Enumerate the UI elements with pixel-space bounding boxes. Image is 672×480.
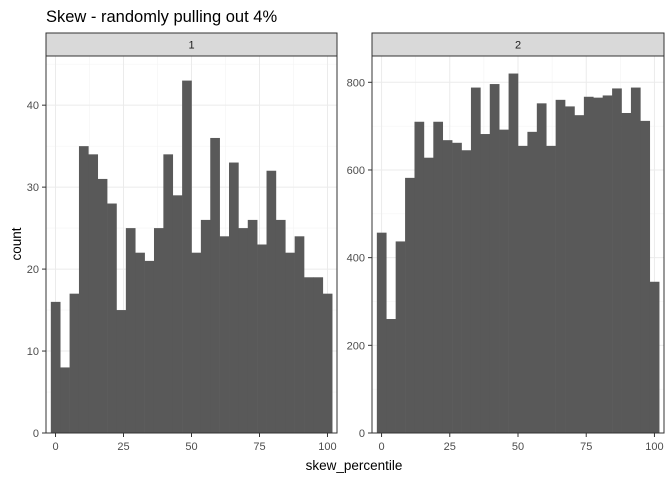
histogram-bar [266,170,277,433]
histogram-bar [433,121,444,434]
histogram-bar [376,232,387,433]
histogram-bar [210,137,220,433]
chart-title: Skew - randomly pulling out 4% [46,8,277,26]
histogram-bar [480,134,491,434]
x-tick-label: 25 [444,441,456,453]
histogram-bar [275,219,286,433]
x-tick-label: 75 [253,441,265,453]
histogram-bar [69,293,80,433]
y-tick-label: 600 [347,165,365,177]
histogram-bar [135,252,145,433]
histogram-bar [144,260,155,433]
histogram-bar [125,228,136,433]
histogram-bar [565,106,575,434]
histogram-bar [499,129,509,433]
histogram-bar [285,252,295,433]
y-axis-title: count [9,227,24,260]
histogram-bar [470,87,481,433]
histogram-bar [414,121,425,434]
x-tick-label: 75 [580,441,592,453]
histogram-bar [294,236,305,433]
histogram-bar [172,195,183,433]
histogram-bar [621,112,632,433]
histogram-bar [461,150,472,433]
y-tick-label: 10 [27,346,39,358]
histogram-bar [116,310,127,433]
histogram-bar [191,252,202,433]
histogram-bar [452,142,462,433]
histogram-bar [238,228,249,433]
histogram-bar [386,319,396,433]
y-tick-label: 20 [27,264,39,276]
histogram-bar [395,241,406,433]
histogram-bar [78,146,89,434]
histogram-bar [640,120,651,434]
histogram-bar [517,145,528,433]
histogram-bar [200,219,211,433]
x-tick-label: 100 [645,441,663,453]
histogram-bar [508,73,519,433]
facet-strip [45,32,338,57]
y-tick-label: 30 [27,182,39,194]
histogram-bar [583,96,594,433]
histogram-bar [630,87,641,433]
histogram-bar [219,236,230,433]
y-tick-label: 800 [347,77,365,89]
y-tick-label: 200 [347,340,365,352]
histogram-bar [313,277,324,433]
x-tick-label: 100 [318,441,336,453]
histogram-bar [182,80,192,433]
histogram-bar [107,203,117,433]
histogram-bar [612,88,622,433]
histogram-bar [322,293,333,433]
histogram-bar [304,277,314,433]
x-tick-label: 0 [378,441,384,453]
histogram-bar [405,177,415,433]
facet-panel-2: 2 0 25 50 75 100 0 200 400 600 800 [347,32,665,453]
facet-strip-label: 1 [188,40,194,52]
histogram-bar [489,84,500,433]
histogram-bar [153,228,164,433]
histogram-bar [527,131,538,433]
histogram-bar [50,301,61,433]
x-tick-label: 25 [117,441,129,453]
histogram-bar [555,99,566,433]
y-tick-label: 400 [347,253,365,265]
y-tick-label: 40 [27,100,39,112]
histogram-bar [423,157,434,433]
facet-strip-label: 2 [515,40,521,52]
histogram-bar [163,154,174,433]
histogram-bar [546,145,556,433]
x-tick-label: 0 [52,441,58,453]
facet-strip [371,32,665,57]
histogram-bar [536,103,547,434]
histogram-bar [97,178,108,433]
histogram-bar [602,95,613,433]
histogram-bar [229,162,239,434]
y-tick-label: 0 [359,428,365,440]
histogram-bar [60,367,70,433]
histogram-bar [442,140,453,434]
histogram-bar [247,219,258,433]
histogram-bar [593,97,603,433]
y-tick-label: 0 [33,428,39,440]
histogram-bar [649,281,660,433]
histogram-bar [574,115,585,433]
x-axis-title: skew_percentile [306,458,403,473]
x-tick-label: 50 [185,441,197,453]
histogram-bar [257,244,267,433]
histogram-bar [88,154,99,433]
x-tick-label: 50 [512,441,524,453]
